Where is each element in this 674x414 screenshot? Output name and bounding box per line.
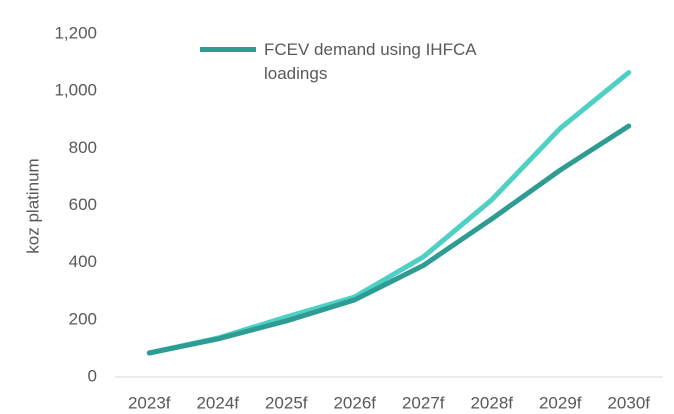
x-tick-label: 2027f xyxy=(402,393,445,412)
legend-label: FCEV demand using IHFCA loadings xyxy=(264,40,476,83)
x-tick-label: 2029f xyxy=(539,393,582,412)
series-line xyxy=(146,123,632,356)
y-tick-label: 1,000 xyxy=(54,81,97,100)
y-tick-label: 600 xyxy=(69,195,97,214)
y-tick-label: 1,200 xyxy=(54,23,97,42)
x-tick-label: 2024f xyxy=(196,393,239,412)
x-tick-label: 2026f xyxy=(333,393,376,412)
y-tick-label: 0 xyxy=(88,366,97,385)
legend: FCEV demand using IHFCA loadings xyxy=(200,38,530,86)
x-tick-label: 2023f xyxy=(128,393,171,412)
y-tick-label: 200 xyxy=(69,309,97,328)
y-tick-label: 400 xyxy=(69,252,97,271)
y-axis-label: koz platinum xyxy=(23,158,42,253)
x-tick-label: 2028f xyxy=(470,393,513,412)
series-line xyxy=(146,70,632,356)
legend-swatch xyxy=(200,47,256,52)
x-tick-label: 2025f xyxy=(265,393,308,412)
y-tick-label: 800 xyxy=(69,138,97,157)
x-tick-label: 2030f xyxy=(607,393,650,412)
